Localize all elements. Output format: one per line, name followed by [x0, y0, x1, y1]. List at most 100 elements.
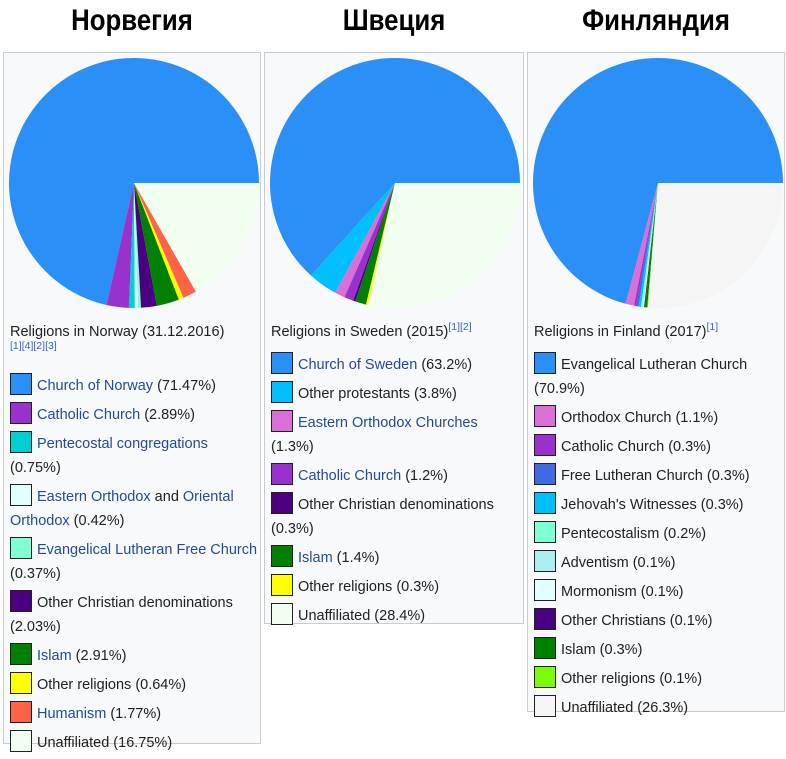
pie-slice-catholic-church: [344, 183, 395, 301]
legend-item-islam: Islam (2.91%): [10, 643, 260, 668]
pie-slice-eastern-orthodox-and-oriental-orthodox: [134, 183, 139, 308]
legend-swatch: [10, 431, 32, 453]
legend-swatch: [10, 672, 32, 694]
legend-item-evangelical-lutheran-free-church: Evangelical Lutheran Free Church (0.37%): [10, 537, 260, 586]
legend-link[interactable]: Islam: [37, 648, 72, 664]
legend-swatch: [271, 545, 293, 567]
pie-slice-free-lutheran-church: [636, 183, 658, 307]
legend-percentage: (1.4%): [332, 550, 380, 566]
legend-link[interactable]: Church of Norway: [37, 378, 154, 394]
legend-item-other-protestants: Other protestants (3.8%): [271, 381, 521, 406]
caption-text: Religions in Sweden (2015): [271, 324, 449, 340]
legend-label: Orthodox Church: [561, 410, 672, 426]
legend-item-catholic-church: Catholic Church (2.89%): [10, 402, 260, 427]
caption-text: Religions in Norway (31.12.2016): [10, 324, 225, 340]
legend-link[interactable]: Church of Sweden: [298, 357, 418, 373]
legend-percentage: (0.3%): [696, 497, 744, 513]
legend-item-catholic-church: Catholic Church (0.3%): [534, 434, 784, 459]
pie-norway: [8, 57, 260, 309]
pie-slice-humanism: [134, 183, 196, 298]
legend-swatch: [10, 590, 32, 612]
legend-percentage: (0.37%): [10, 566, 61, 582]
legend-swatch: [534, 666, 556, 688]
legend-item-orthodox-church: Orthodox Church (1.1%): [534, 405, 784, 430]
legend-percentage: (1.77%): [106, 706, 162, 722]
pie-slice-pentecostal-congregations: [128, 183, 135, 308]
pie-slice-pentecostalism: [640, 183, 658, 308]
pie-slice-catholic-church: [634, 183, 658, 307]
legend-percentage: (0.3%): [271, 521, 314, 537]
legend-link[interactable]: Eastern Orthodox Churches: [298, 415, 478, 431]
legend-item-islam: Islam (0.3%): [534, 637, 784, 662]
legend-link[interactable]: Evangelical Lutheran Free Church: [37, 542, 258, 558]
legend-link[interactable]: Pentecostal congregations: [37, 436, 208, 452]
panel-sweden: Religions in Sweden (2015)[1][2] Church …: [264, 52, 524, 625]
ref-link[interactable]: [1]: [10, 340, 22, 353]
legend-item-other-religions: Other religions (0.1%): [534, 666, 784, 691]
legend-percentage: (71.47%): [153, 378, 216, 394]
legend-percentage: (28.4%): [370, 608, 426, 624]
legend-swatch: [10, 643, 32, 665]
legend-item-eastern-orthodox-churches: Eastern Orthodox Churches (1.3%): [271, 410, 521, 459]
legend-percentage: (1.3%): [271, 439, 314, 455]
legend-label: Other Christians: [561, 613, 666, 629]
legend-label: Mormonism: [561, 584, 637, 600]
pie-slice-other-christian-denominations: [353, 183, 395, 302]
legend-percentage: (2.91%): [71, 648, 127, 664]
pie-slice-unaffiliated: [134, 183, 259, 292]
legend-swatch: [271, 381, 293, 403]
ref-link[interactable]: [1]: [706, 321, 719, 334]
legend-item-eastern-orthodox-and-oriental-orthodox: Eastern Orthodox and Oriental Orthodox (…: [10, 484, 260, 533]
legend-item-other-christian-denominations: Other Christian denominations (2.03%): [10, 590, 260, 639]
legend-percentage: (0.1%): [628, 555, 676, 571]
pie-slice-church-of-norway: [9, 58, 259, 305]
legend-link[interactable]: Catholic Church: [298, 468, 402, 484]
legend-link[interactable]: Humanism: [37, 706, 107, 722]
legend-label: Other religions: [37, 677, 132, 693]
refs-sweden: [1][2]: [448, 321, 471, 333]
legend-swatch: [534, 492, 556, 514]
legend-percentage: (0.3%): [595, 642, 643, 658]
legend-swatch: [534, 695, 556, 717]
legend-swatch: [271, 352, 293, 374]
pie-sweden: [269, 57, 521, 309]
ref-link[interactable]: [2]: [33, 340, 46, 353]
pie-slice-adventism: [642, 183, 658, 308]
legend-link[interactable]: Catholic Church: [37, 407, 141, 423]
legend-norway: Church of Norway (71.47%) Catholic Church…: [10, 373, 260, 759]
pie-slice-islam: [644, 183, 658, 308]
legend-link[interactable]: Oriental Orthodox: [10, 489, 234, 529]
legend-label: Other Christian denominations: [298, 497, 494, 513]
legend-link[interactable]: Eastern Orthodox: [37, 489, 151, 505]
legend-percentage: (1.2%): [401, 468, 448, 484]
legend-percentage: (70.9%): [534, 381, 585, 397]
legend-percentage: (0.75%): [10, 460, 61, 476]
pie-slice-unaffiliated: [648, 183, 783, 309]
pie-slice-eastern-orthodox-churches: [335, 183, 395, 298]
pie-slice-evangelical-lutheran-free-church: [134, 183, 142, 308]
legend-percentage: (63.2%): [417, 357, 473, 373]
panel-finland: Religions in Finland (2017)[1] Evangelic…: [527, 52, 785, 717]
refs-finland: [1]: [707, 321, 719, 333]
legend-swatch: [10, 701, 32, 723]
ref-link[interactable]: [4]: [21, 340, 34, 353]
legend-percentage: (2.89%): [140, 407, 195, 423]
ref-link[interactable]: [3]: [45, 340, 57, 353]
caption-sweden: Religions in Sweden (2015)[1][2]: [271, 321, 521, 342]
pie-chart-sweden: [270, 57, 520, 308]
legend-swatch: [534, 608, 556, 630]
legend-swatch: [534, 550, 556, 572]
legend-swatch: [10, 373, 32, 395]
legend-item-pentecostal-congregations: Pentecostal congregations (0.75%): [10, 431, 260, 480]
legend-link[interactable]: Islam: [298, 550, 333, 566]
legend-item-islam: Islam (1.4%): [271, 545, 521, 570]
ref-link[interactable]: [1]: [448, 321, 461, 334]
legend-percentage: (0.1%): [636, 584, 684, 600]
legend-item-pentecostalism: Pentecostalism (0.2%): [534, 521, 784, 546]
legend-swatch: [271, 603, 293, 625]
legend-label: and: [150, 489, 183, 505]
legend-label: Islam: [561, 642, 596, 658]
ref-link[interactable]: [2]: [460, 321, 472, 334]
legend-label: Other religions: [561, 671, 656, 687]
legend-percentage: (2.03%): [10, 619, 61, 635]
